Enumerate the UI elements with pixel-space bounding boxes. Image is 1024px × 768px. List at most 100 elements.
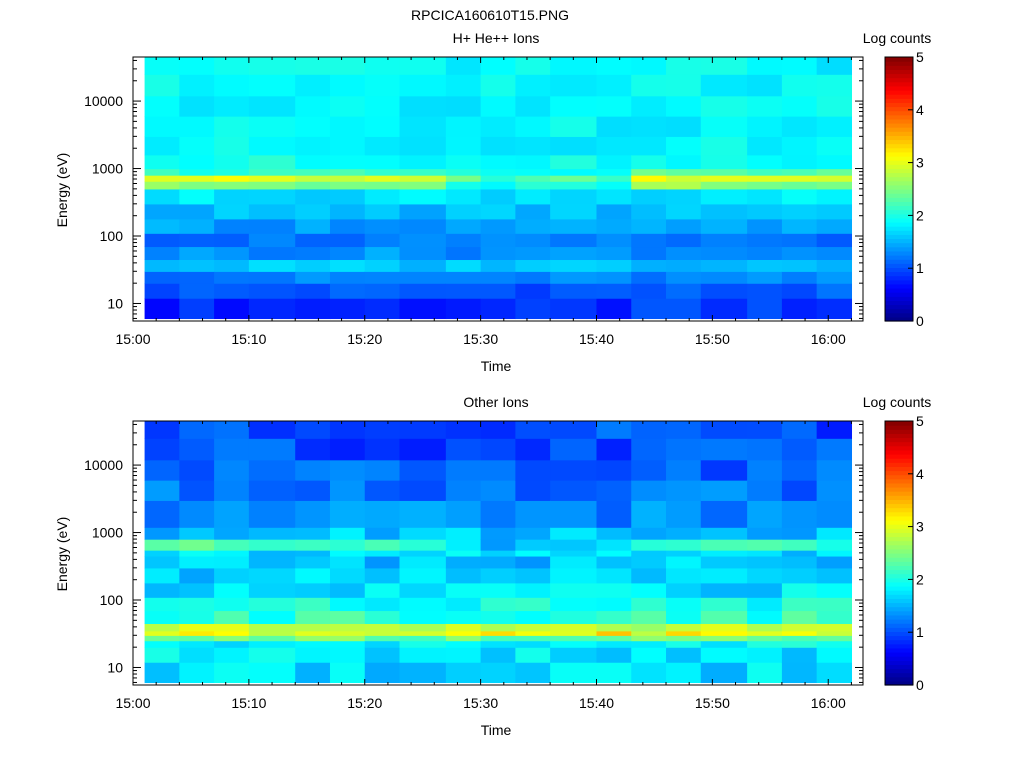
heatmap-cell xyxy=(399,259,447,272)
heatmap-cell xyxy=(179,233,215,248)
heatmap-cell xyxy=(214,438,250,461)
heatmap-cell xyxy=(248,168,296,176)
heatmap-cell xyxy=(550,136,598,156)
heatmap-cell xyxy=(179,57,215,75)
heatmap-cell xyxy=(596,610,632,625)
heatmap-cell xyxy=(596,480,632,501)
heatmap-cell xyxy=(329,640,366,648)
heatmap-cell xyxy=(295,246,331,261)
heatmap-cell xyxy=(295,74,331,97)
heatmap-cell xyxy=(781,647,818,663)
heatmap-cell xyxy=(666,259,702,272)
heatmap-cell xyxy=(700,555,748,569)
heatmap-cell xyxy=(550,480,598,501)
heatmap-cell xyxy=(747,555,783,569)
heatmap-cell xyxy=(550,233,598,248)
heatmap-cell xyxy=(550,218,598,234)
heatmap-cell xyxy=(700,582,748,598)
y-tick-label: 10 xyxy=(107,659,123,675)
heatmap-cell xyxy=(781,459,818,481)
heatmap-cell xyxy=(445,259,482,272)
colorbar-segment xyxy=(885,631,913,637)
colorbar-segment xyxy=(885,577,913,583)
heatmap-cell xyxy=(179,567,215,584)
heatmap-cell xyxy=(248,188,296,205)
heatmap-cell xyxy=(596,218,632,234)
heatmap-cell xyxy=(364,175,401,182)
heatmap-cell xyxy=(214,555,250,569)
heatmap-cell xyxy=(631,57,667,75)
heatmap-cell xyxy=(214,567,250,584)
heatmap-cell xyxy=(550,74,598,97)
heatmap-cell xyxy=(700,203,748,220)
heatmap-cell xyxy=(364,283,401,299)
heatmap-cell xyxy=(214,582,250,598)
heatmap-cell xyxy=(666,188,702,205)
heatmap-cell xyxy=(550,647,598,663)
heatmap-cell xyxy=(179,298,215,320)
heatmap-cell xyxy=(747,271,783,284)
heatmap-cell xyxy=(248,597,296,612)
colorbar-segment xyxy=(885,300,913,306)
heatmap-cell xyxy=(445,136,482,156)
colorbar-segment xyxy=(885,275,913,281)
heatmap-cell xyxy=(445,480,482,501)
colorbar-segment xyxy=(885,660,913,665)
heatmap-cell xyxy=(700,74,748,97)
heatmap-cell xyxy=(781,203,818,220)
panel-title: Other Ions xyxy=(463,394,528,410)
heatmap-cell xyxy=(399,582,447,598)
heatmap-cell xyxy=(747,74,783,97)
heatmap-cell xyxy=(214,597,250,612)
heatmap-cell xyxy=(214,527,250,540)
heatmap-cell xyxy=(364,259,401,272)
heatmap-cell xyxy=(144,480,180,501)
colorbar-segment xyxy=(885,491,913,496)
heatmap-cell xyxy=(781,246,818,261)
heatmap-cell xyxy=(631,582,667,598)
heatmap-cell xyxy=(700,218,748,234)
heatmap-cell xyxy=(295,630,331,636)
heatmap-cell xyxy=(295,57,331,75)
heatmap-cell xyxy=(816,640,853,648)
heatmap-cell xyxy=(329,527,366,540)
heatmap-cell xyxy=(364,271,401,284)
heatmap-cell xyxy=(550,527,598,540)
heatmap-cell xyxy=(144,203,180,220)
heatmap-cell xyxy=(214,459,250,481)
colorbar-segment xyxy=(885,316,913,322)
heatmap-cell xyxy=(631,298,667,320)
heatmap-cell xyxy=(248,181,296,190)
heatmap-cell xyxy=(515,57,551,75)
heatmap-cell xyxy=(480,136,516,156)
heatmap-cell xyxy=(747,539,783,551)
heatmap-cell xyxy=(399,480,447,501)
heatmap-cell xyxy=(515,246,551,261)
heatmap-cell xyxy=(596,662,632,684)
heatmap-cell xyxy=(248,298,296,320)
heatmap-cell xyxy=(445,555,482,569)
heatmap-cell xyxy=(747,218,783,234)
heatmap-cell xyxy=(214,175,250,182)
heatmap-cell xyxy=(144,555,180,569)
heatmap-cell xyxy=(781,555,818,569)
colorbar-segment xyxy=(885,217,913,223)
heatmap-cell xyxy=(480,271,516,284)
colorbar-segment xyxy=(885,540,913,546)
heatmap-cell xyxy=(700,95,748,117)
heatmap-cell xyxy=(214,95,250,117)
heatmap-cell xyxy=(747,188,783,205)
heatmap-cell xyxy=(329,95,366,117)
heatmap-cell xyxy=(781,95,818,117)
heatmap-cell xyxy=(248,116,296,137)
heatmap-cell xyxy=(631,259,667,272)
heatmap-cell xyxy=(364,116,401,137)
heatmap-cell xyxy=(329,298,366,320)
colorbar-segment xyxy=(885,664,913,670)
colorbar-segment xyxy=(885,143,913,149)
heatmap-cell xyxy=(399,168,447,176)
heatmap-cell xyxy=(596,640,632,648)
heatmap-cell xyxy=(700,154,748,170)
colorbar-segment xyxy=(885,569,913,575)
heatmap-cell xyxy=(781,116,818,137)
